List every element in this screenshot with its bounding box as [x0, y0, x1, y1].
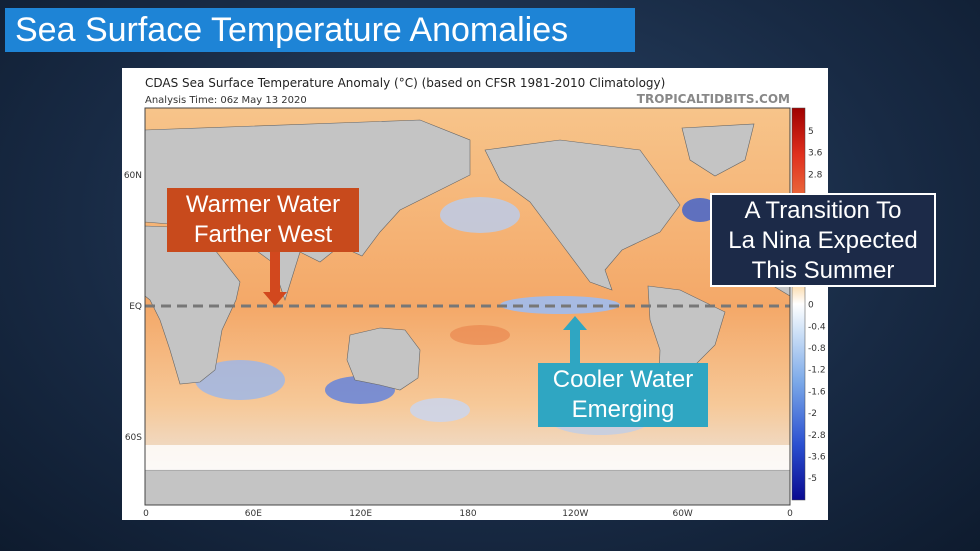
annotation-line: Cooler Water: [552, 366, 694, 393]
annotation-line: La Nina Expected: [728, 227, 918, 254]
annotation-warm: Warmer Water Farther West: [167, 188, 359, 252]
colorbar-label: -5: [808, 474, 817, 484]
annotation-line: Warmer Water: [185, 191, 341, 218]
annotation-line: This Summer: [751, 257, 895, 284]
annotation-line: Farther West: [193, 221, 333, 248]
colorbar: [791, 107, 806, 501]
source: TROPICALTIDBITS.COM: [637, 92, 790, 106]
annotation-line: A Transition To: [744, 197, 902, 224]
annotation-line: Emerging: [571, 396, 675, 423]
lon-label: 0: [143, 509, 149, 519]
lon-label: 180: [459, 509, 476, 519]
lon-label: 120E: [349, 509, 372, 519]
lat-label: 60S: [125, 433, 142, 443]
colorbar-label: -0.4: [808, 322, 826, 332]
annotation-cool: Cooler Water Emerging: [538, 363, 708, 427]
lon-label: 0: [787, 509, 793, 519]
map-header: CDAS Sea Surface Temperature Anomaly (°C…: [145, 76, 665, 90]
colorbar-label: -0.8: [808, 344, 826, 354]
annotation-la-nina: A Transition To La Nina Expected This Summ…: [710, 193, 936, 287]
arrow: [563, 316, 587, 363]
map-area: [144, 107, 791, 506]
lat-label: 60N: [124, 171, 142, 181]
colorbar-label: 0: [808, 301, 814, 311]
colorbar-label: -3.6: [808, 453, 826, 463]
arrow: [263, 250, 287, 306]
lat-label: EQ: [129, 302, 142, 312]
lon-label: 120W: [562, 509, 588, 519]
analysis-time: Analysis Time: 06z May 13 2020: [145, 95, 307, 106]
lon-label: 60W: [672, 509, 692, 519]
colorbar-label: -1.2: [808, 366, 826, 376]
lon-label: 60E: [245, 509, 262, 519]
colorbar-label: -2: [808, 409, 817, 419]
colorbar-label: 5: [808, 127, 814, 137]
colorbar-label: 3.6: [808, 149, 823, 159]
colorbar-label: -1.6: [808, 387, 826, 397]
colorbar-label: -2.8: [808, 431, 826, 441]
colorbar-label: 2.8: [808, 170, 823, 180]
slide-title: Sea Surface Temperature Anomalies: [5, 8, 635, 52]
